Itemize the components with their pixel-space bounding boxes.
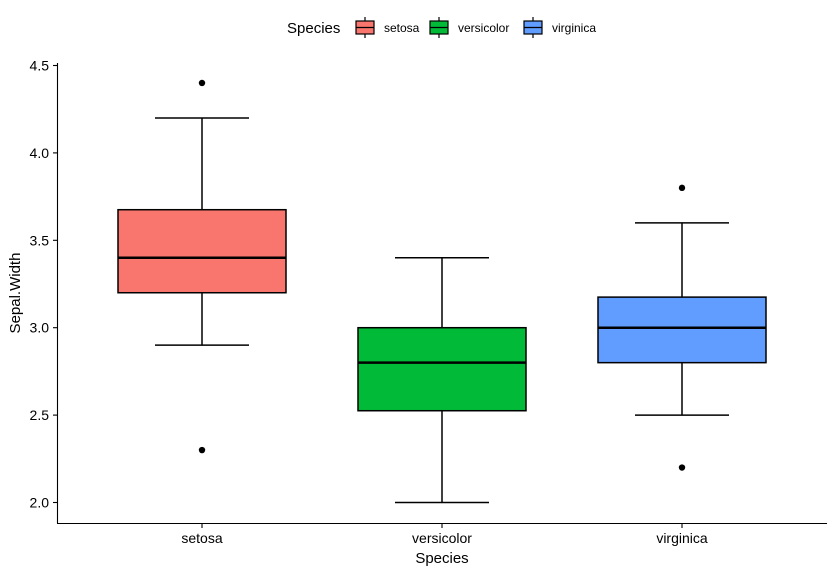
plot-area (117, 79, 767, 504)
y-tick-label: 4.5 (30, 58, 50, 74)
y-axis-title: Sepal.Width (7, 253, 24, 334)
iqr-box (357, 326, 527, 412)
legend-label: virginica (552, 21, 596, 35)
legend-label: setosa (384, 21, 420, 35)
outlier-point (678, 464, 686, 471)
x-tick-label: setosa (181, 530, 222, 546)
iqr-box (117, 208, 287, 294)
box-group-versicolor (357, 257, 527, 504)
outlier-point (198, 79, 206, 87)
legend-key-virginica (523, 17, 543, 38)
x-axis-title: Species (415, 550, 468, 567)
outlier-point (198, 446, 206, 454)
x-tick-label: versicolor (412, 530, 472, 546)
legend: Species setosa versicolor virginica (287, 17, 596, 38)
box-group-virginica (597, 184, 767, 471)
legend-label: versicolor (458, 21, 509, 35)
outlier-point (678, 184, 686, 192)
iqr-box (597, 296, 767, 364)
y-tick-label: 3.0 (30, 320, 50, 336)
axes: 2.0 2.5 3.0 3.5 4.0 4.5 setosa versicolor virgin… (30, 58, 827, 546)
y-tick-label: 4.0 (30, 145, 50, 161)
legend-title: Species (287, 20, 340, 37)
y-tick-label: 2.5 (30, 407, 50, 423)
box-group-setosa (117, 79, 287, 454)
y-tick-label: 2.0 (30, 495, 50, 511)
x-tick-label: virginica (656, 530, 708, 546)
legend-key-setosa (355, 17, 375, 38)
legend-key-versicolor (429, 17, 449, 38)
y-tick-label: 3.5 (30, 232, 50, 248)
